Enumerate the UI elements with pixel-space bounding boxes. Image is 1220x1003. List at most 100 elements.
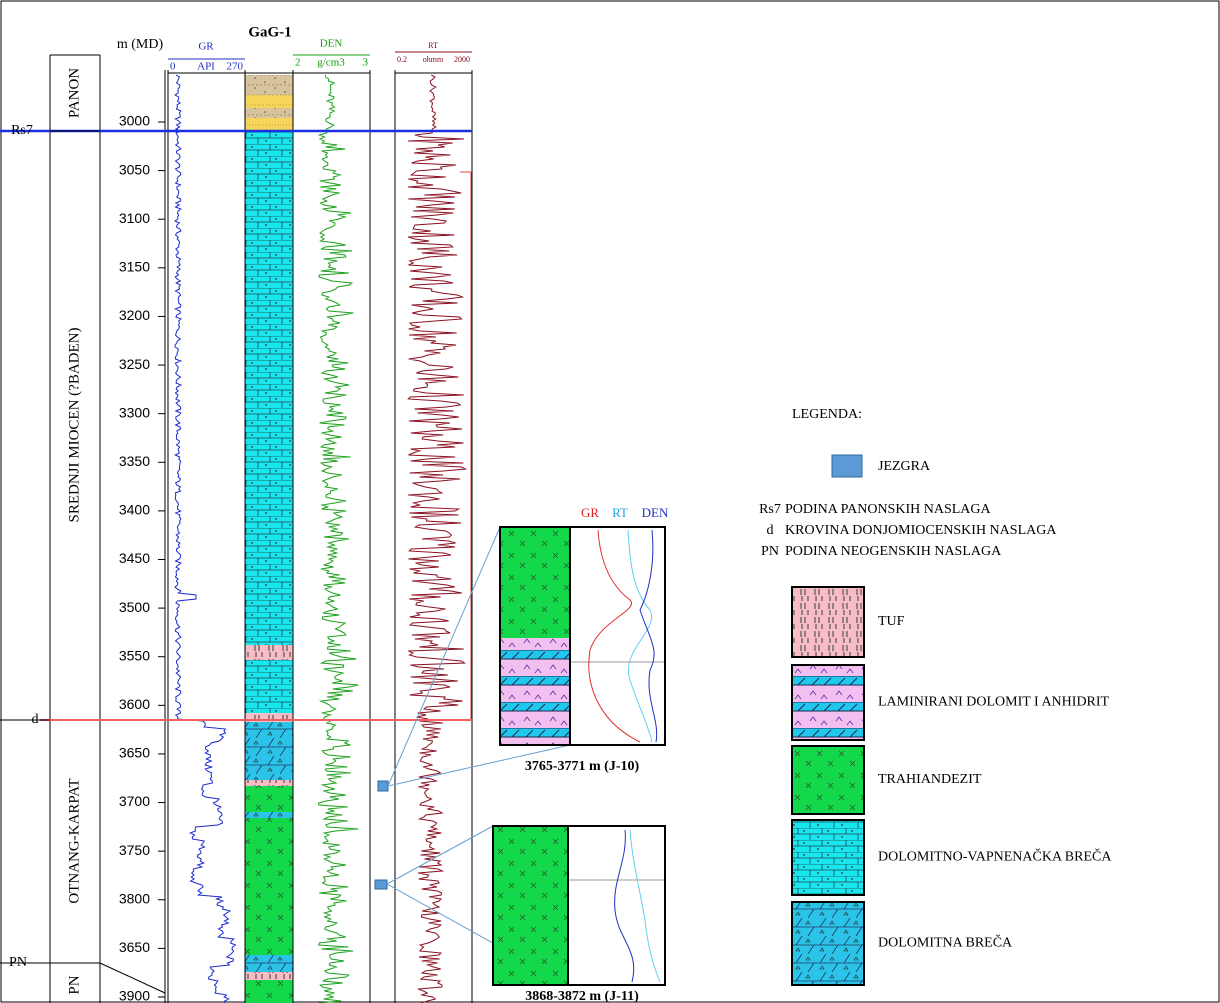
gr-curve: [173, 74, 237, 1003]
depth-label: 3200: [119, 307, 150, 323]
core-frame: [499, 526, 666, 746]
depth-label: 3250: [119, 356, 150, 372]
depth-label: 3500: [119, 599, 150, 615]
track-name: RT: [428, 41, 438, 50]
legend-label: DOLOMITNA BREČA: [878, 934, 1013, 951]
track-min: 0.2: [397, 55, 407, 64]
lithology-interval: [245, 972, 293, 980]
track-max: 270: [227, 61, 244, 73]
lithology-interval: [245, 786, 293, 812]
depth-label: 3550: [119, 647, 150, 663]
formation-name: PANON: [66, 68, 82, 118]
track-max: 2000: [454, 55, 470, 64]
core-marker: [374, 879, 388, 890]
core-lithology: [493, 826, 568, 985]
lithology-interval: [245, 108, 293, 118]
legend-code: PN: [761, 544, 779, 559]
lithology-interval: [245, 980, 293, 1003]
legend-label: DOLOMITNO-VAPNENAČKA BREČA: [878, 848, 1112, 865]
core-gr: [588, 529, 641, 743]
legend-swatch: [791, 586, 865, 658]
legend-title: LEGENDA:: [792, 407, 862, 422]
core-connector: [387, 526, 501, 787]
legend-swatch: [791, 901, 865, 986]
marker-label: PN: [9, 955, 27, 970]
depth-label: 3450: [119, 550, 150, 566]
track-unit: g/cm3: [317, 57, 345, 69]
track-min: 0: [170, 61, 176, 73]
legend-swatch: [791, 664, 865, 741]
legend-label: TUF: [878, 614, 905, 629]
legend-core-swatch: [831, 454, 863, 478]
legend-label: TRAHIANDEZIT: [878, 772, 982, 787]
core-curve-name: GR: [581, 505, 599, 520]
depth-label: 3100: [119, 210, 150, 226]
legend-code: d: [767, 523, 774, 538]
lithology-interval: [245, 713, 293, 722]
legend-label: JEZGRA: [878, 459, 931, 474]
depth-label: 3600: [119, 696, 150, 712]
core-curve-area: [570, 527, 665, 745]
depth-label: 3400: [119, 502, 150, 518]
well-name: GaG-1: [248, 24, 291, 40]
depth-label: m (MD): [117, 37, 164, 52]
legend-code: Rs7: [759, 502, 781, 517]
lithology-interval: [245, 660, 293, 713]
core-frame: [492, 825, 666, 986]
core-curve-name: RT: [612, 505, 628, 520]
depth-label: 3700: [119, 793, 150, 809]
core-den: [639, 529, 658, 743]
legend-label: PODINA PANONSKIH NASLAGA: [785, 502, 992, 517]
core-rt: [629, 829, 661, 983]
formation-name: SREDNJI MIOCEN (?BADEN): [66, 328, 82, 523]
lithology-interval: [245, 812, 293, 818]
frame-line: [99, 962, 166, 994]
track-name: GR: [198, 41, 214, 53]
track-max: 3: [363, 57, 369, 69]
core-connector: [387, 744, 571, 787]
core-lithology: [500, 638, 570, 745]
depth-label: 3800: [119, 890, 150, 906]
formation-name: OTNANG-KARPAT: [66, 778, 82, 903]
formation-name: PN: [66, 975, 82, 994]
lithology-interval: [245, 818, 293, 955]
core-curve-name: DEN: [642, 505, 669, 520]
depth-label: 3150: [119, 259, 150, 275]
depth-label: 3650: [119, 939, 150, 955]
depth-label: 3050: [119, 161, 150, 177]
lithology-interval: [245, 780, 293, 786]
core-label: 3868-3872 m (J-11): [525, 989, 639, 1003]
depth-label: 3900: [119, 988, 150, 1003]
depth-label: 3650: [119, 745, 150, 761]
track-min: 2: [295, 57, 301, 69]
lithology-interval: [245, 118, 293, 131]
lithology-interval: [245, 95, 293, 108]
marker-label: Rs7: [11, 123, 33, 138]
track-unit: ohmm: [423, 55, 444, 64]
marker-label: d: [32, 712, 39, 727]
rt-curve: [407, 74, 468, 1003]
track-name: DEN: [320, 38, 343, 50]
depth-label: 3000: [119, 113, 150, 129]
track-unit: API: [197, 61, 215, 73]
core-marker: [377, 780, 389, 792]
legend-swatch: [791, 819, 865, 896]
den-curve: [317, 74, 359, 1003]
lithology-interval: [245, 645, 293, 660]
legend-swatch: [791, 745, 865, 815]
lithology-interval: [245, 75, 293, 95]
depth-label: 3350: [119, 453, 150, 469]
legend-label: LAMINIRANI DOLOMIT I ANHIDRIT: [878, 695, 1110, 710]
legend-label: PODINA NEOGENSKIH NASLAGA: [785, 544, 1002, 559]
core-curve-area: [568, 826, 665, 985]
lithology-interval: [245, 722, 293, 780]
lithology-interval: [245, 955, 293, 972]
depth-label: 3300: [119, 404, 150, 420]
core-rt: [627, 529, 653, 743]
core-label: 3765-3771 m (J-10): [525, 759, 640, 774]
lithology-interval: [245, 131, 293, 645]
core-lithology: [500, 527, 570, 638]
legend-label: KROVINA DONJOMIOCENSKIH NASLAGA: [785, 523, 1057, 538]
